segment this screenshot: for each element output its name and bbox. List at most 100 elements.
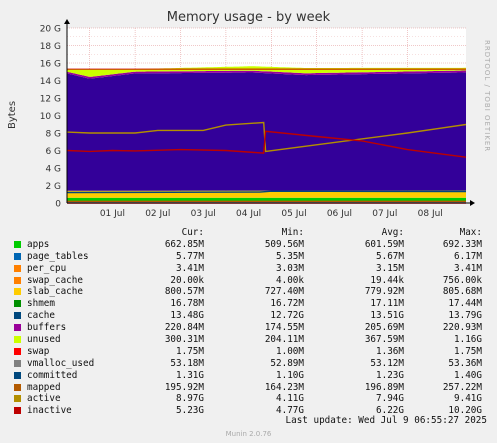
x-tick-label: 08 Jul (418, 209, 443, 219)
legend-avg: 7.94G (376, 393, 404, 405)
legend-max: 9.41G (454, 393, 482, 405)
legend-name: active (27, 393, 61, 405)
x-tick-label: 01 Jul (100, 209, 125, 219)
legend-cur: 662.85M (164, 238, 204, 250)
y-tick-label: 20 G (40, 25, 61, 35)
legend-row-shmem: shmem 16.78M 16.72M 17.11M 17.44M (12, 298, 490, 310)
legend-row-per-cpu: per_cpu 3.41M 3.03M 3.15M 3.41M (12, 263, 490, 275)
legend-avg: 19.44k (370, 274, 404, 286)
legend-max: 17.44M (448, 298, 482, 310)
legend-max: 1.75M (454, 345, 482, 357)
legend-name: swap (27, 345, 50, 357)
legend-min: 16.72M (270, 298, 304, 310)
legend-min: 4.77G (276, 405, 304, 417)
x-tick-label: 02 Jul (145, 209, 170, 219)
legend-name: vmalloc_used (27, 357, 95, 369)
legend-header-avg: Avg: (381, 227, 404, 238)
line-active (66, 121, 467, 153)
legend-cur: 195.92M (164, 381, 204, 393)
legend-swatch (14, 300, 21, 308)
legend-cur: 5.77M (176, 250, 204, 262)
legend-max: 10.20G (448, 405, 482, 417)
legend-swatch (14, 383, 21, 391)
legend-name: mapped (27, 381, 61, 393)
legend-avg: 601.59M (364, 238, 404, 250)
legend-cur: 8.97G (176, 393, 204, 405)
legend-min: 1.00M (276, 345, 304, 357)
x-tick-label: 06 Jul (327, 209, 352, 219)
legend-swatch (14, 407, 21, 415)
legend-row-buffers: buffers 220.84M 174.55M 205.69M 220.93M (12, 322, 490, 334)
legend-min: 12.72G (270, 310, 304, 322)
legend-row-swap: swap 1.75M 1.00M 1.36M 1.75M (12, 346, 490, 358)
y-tick-label: 14 G (40, 77, 61, 87)
legend-row-page-tables: page_tables 5.77M 5.35M 5.67M 6.17M (12, 251, 490, 263)
legend-swatch (14, 371, 21, 379)
munin-version: Munin 2.0.76 (225, 430, 272, 438)
y-tick-label: 18 G (40, 42, 61, 52)
legend-row-cache: cache 13.48G 12.72G 13.51G 13.79G (12, 310, 490, 322)
legend-min: 164.23M (264, 381, 304, 393)
x-tick-label: 05 Jul (281, 209, 306, 219)
legend-name: buffers (27, 322, 67, 334)
legend-avg: 17.11M (370, 298, 404, 310)
legend-cur: 1.75M (176, 345, 204, 357)
y-axis-arrow (64, 19, 70, 24)
y-tick-label: 2 G (45, 182, 61, 192)
legend-avg: 205.69M (364, 322, 404, 334)
y-tick-label: 16 G (40, 60, 61, 70)
legend-swatch (14, 359, 21, 367)
legend-swatch (14, 347, 21, 355)
y-tick-label: 10 G (40, 112, 61, 122)
legend-cur: 5.23G (176, 405, 204, 417)
legend-max: 13.79G (448, 310, 482, 322)
legend-avg: 367.59M (364, 334, 404, 346)
legend-swatch (14, 252, 21, 260)
last-update: Last update: Wed Jul 9 06:55:27 2025 (285, 415, 488, 426)
stacked-areas (67, 66, 466, 203)
y-tick-label: 12 G (40, 95, 61, 105)
legend-max: 1.40G (454, 369, 482, 381)
legend-cur: 300.31M (164, 334, 204, 346)
legend-max: 805.68M (442, 286, 482, 298)
legend-min: 509.56M (264, 238, 304, 250)
legend-row-swap-cache: swap_cache 20.00k 4.00k 19.44k 756.00k (12, 275, 490, 287)
legend-min: 727.40M (264, 286, 304, 298)
legend-name: slab_cache (27, 286, 83, 298)
rrdtool-credit: RRDTOOL / TOBI OETIKER (483, 40, 491, 153)
x-ticks: 01 Jul 02 Jul 03 Jul 04 Jul 05 Jul 06 Jul 07 J… (100, 209, 443, 219)
legend-row-mapped: mapped 195.92M 164.23M 196.89M 257.22M (12, 382, 490, 394)
legend-max: 6.17M (454, 250, 482, 262)
legend-avg: 196.89M (364, 381, 404, 393)
legend-name: apps (27, 238, 50, 250)
legend: Cur: Min: Avg: Max: apps 662.85M 509.56M 60… (12, 227, 490, 417)
legend-swatch (14, 312, 21, 320)
legend-swatch (14, 276, 21, 284)
legend-avg: 13.51G (370, 310, 404, 322)
legend-cur: 16.78M (170, 298, 204, 310)
legend-swatch (14, 264, 21, 272)
legend-min: 4.11G (276, 393, 304, 405)
legend-row-apps: apps 662.85M 509.56M 601.59M 692.33M (12, 239, 490, 251)
legend-name: committed (27, 369, 78, 381)
legend-row-inactive: inactive 5.23G 4.77G 6.22G 10.20G (12, 405, 490, 417)
legend-cur: 13.48G (170, 310, 204, 322)
legend-cur: 53.18M (170, 357, 204, 369)
legend-min: 204.11M (264, 334, 304, 346)
legend-avg: 1.36M (376, 345, 404, 357)
legend-swatch (14, 324, 21, 332)
legend-max: 257.22M (442, 381, 482, 393)
y-tick-label: 8 G (45, 130, 61, 140)
chart-title: Memory usage - by week (166, 10, 331, 25)
legend-min: 4.00k (276, 274, 304, 286)
x-axis-arrow (470, 200, 475, 206)
legend-name: shmem (27, 298, 55, 310)
legend-header-cur: Cur: (181, 227, 204, 238)
memory-chart: 0 2 G 4 G 6 G 8 G 10 G 12 G 14 G 16 G 18 G 20 G 01… (7, 19, 475, 219)
legend-header-max: Max: (459, 227, 482, 238)
legend-avg: 1.23G (376, 369, 404, 381)
legend-swatch (14, 240, 21, 248)
legend-avg: 3.15M (376, 262, 404, 274)
legend-name: unused (27, 334, 61, 346)
line-committed (66, 190, 467, 194)
